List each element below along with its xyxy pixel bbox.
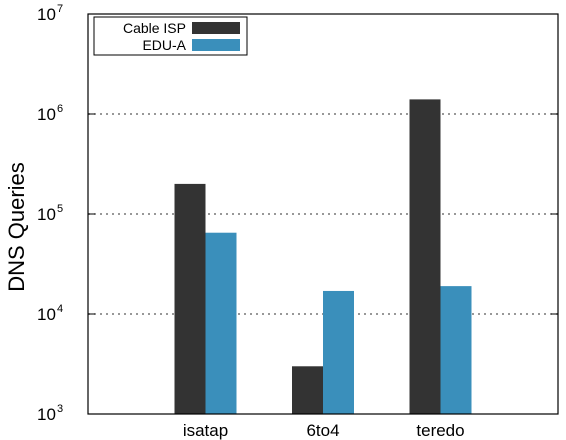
y-tick-exponent: 5 [57, 203, 63, 215]
x-axis-labels: isatap 6to4 teredo [183, 421, 465, 440]
bar-cable-isp-isatap [174, 183, 206, 414]
bar-cable-isp-teredo [409, 99, 441, 414]
legend-label: Cable ISP [123, 20, 186, 36]
bar-edu-a-teredo [440, 286, 472, 414]
legend-swatch [192, 22, 240, 34]
legend-swatch [192, 39, 240, 51]
bar-edu-a-6to4 [323, 290, 354, 414]
y-tick-exponent: 7 [57, 3, 63, 15]
y-tick-label: 10 [37, 105, 56, 124]
bar-cable-isp-6to4 [292, 366, 323, 414]
y-tick-exponent: 6 [57, 103, 63, 115]
x-tick-label-teredo: teredo [416, 421, 464, 440]
x-tick-label-6to4: 6to4 [306, 421, 339, 440]
bar-edu-a-isatap [205, 232, 237, 414]
y-tick-label: 10 [37, 5, 56, 24]
y-tick-exponent: 3 [57, 403, 63, 415]
y-axis-label: DNS Queries [4, 162, 29, 292]
legend-label: EDU-A [142, 37, 186, 53]
x-tick-label-isatap: isatap [183, 421, 228, 440]
y-tick-label: 10 [37, 405, 56, 424]
bars-group [174, 99, 472, 414]
y-tick-label: 10 [37, 205, 56, 224]
grid-lines [88, 113, 558, 315]
y-tick-exponent: 4 [57, 303, 63, 315]
y-tick-label: 10 [37, 305, 56, 324]
